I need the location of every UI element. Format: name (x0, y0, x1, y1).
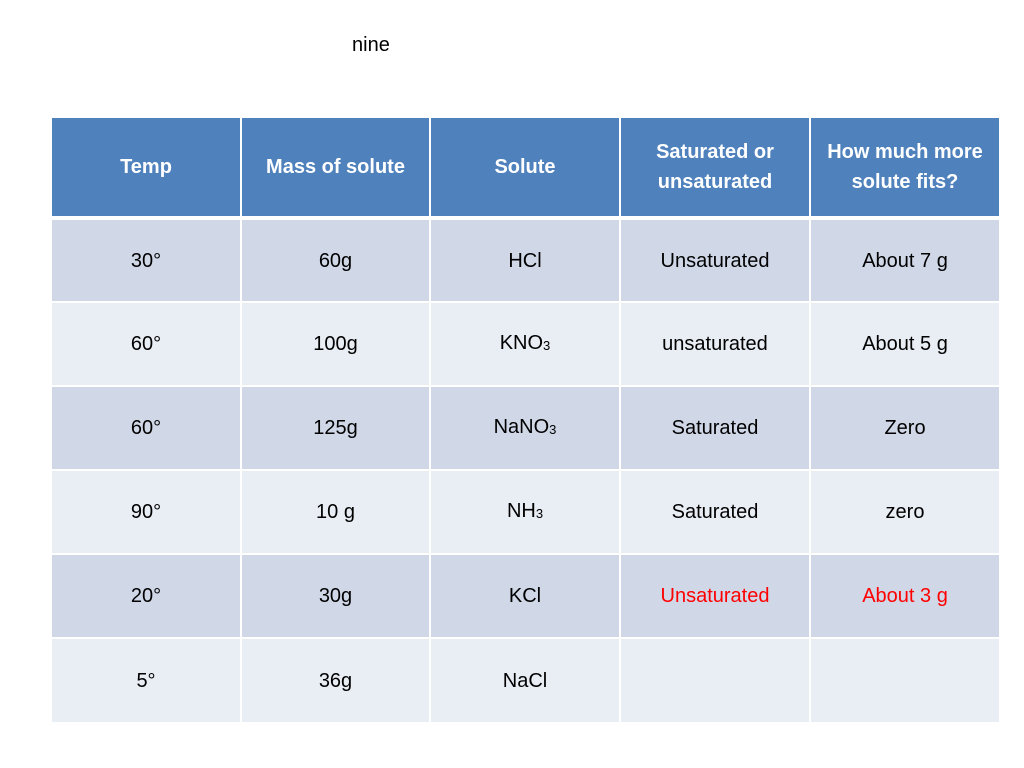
cell-solute: NaNO3 (430, 386, 621, 471)
cell-solute: KCl (430, 554, 621, 639)
cell-more-solute: Zero (810, 386, 999, 471)
table-row: 5° 36g NaCl (52, 638, 999, 722)
cell-mass: 10 g (241, 470, 431, 555)
cell-state: Saturated (620, 470, 811, 555)
cell-state: unsaturated (620, 302, 811, 387)
cell-temp: 30° (52, 218, 242, 303)
cell-state (620, 638, 811, 722)
solute-formula: KCl (508, 585, 542, 607)
solute-formula: NaCl (502, 669, 548, 692)
cell-temp: 60° (52, 386, 242, 471)
solute-formula: NH (506, 500, 536, 522)
cell-mass: 125g (241, 386, 431, 471)
cell-mass: 100g (241, 302, 431, 387)
cell-state: Unsaturated (620, 554, 811, 639)
solute-formula: NaNO (493, 416, 550, 438)
slide-title: nine (352, 34, 390, 56)
solute-formula: KNO (499, 332, 544, 354)
cell-more-solute: About 7 g (810, 218, 999, 303)
cell-solute: HCl (430, 218, 621, 303)
cell-more-solute: About 3 g (810, 554, 999, 639)
table-row: 20° 30g KCl Unsaturated About 3 g (52, 554, 999, 639)
table-row: 60° 125g NaNO3 Saturated Zero (52, 386, 999, 471)
cell-more-solute (810, 638, 999, 722)
header-how-much-more: How much more solute fits? (810, 118, 999, 220)
cell-temp: 5° (52, 638, 242, 722)
cell-state: Unsaturated (620, 218, 811, 303)
table-header-row: Temp Mass of solute Solute Saturated or … (52, 118, 999, 220)
header-mass-of-solute: Mass of solute (241, 118, 431, 220)
cell-mass: 60g (241, 218, 431, 303)
header-solute: Solute (430, 118, 621, 220)
table-body: 30° 60g HCl Unsaturated About 7 g 60° 100g KNO3… (52, 218, 999, 722)
cell-temp: 90° (52, 470, 242, 555)
cell-mass: 30g (241, 554, 431, 639)
header-saturated-or-unsaturated: Saturated or unsaturated (620, 118, 811, 220)
solubility-table: Temp Mass of solute Solute Saturated or … (52, 118, 999, 722)
header-temp: Temp (52, 118, 242, 220)
cell-mass: 36g (241, 638, 431, 722)
solute-formula: HCl (508, 249, 542, 272)
solute-subscript: 3 (543, 338, 551, 353)
cell-more-solute: zero (810, 470, 999, 555)
table-row: 30° 60g HCl Unsaturated About 7 g (52, 218, 999, 303)
solute-subscript: 3 (549, 422, 557, 437)
cell-temp: 20° (52, 554, 242, 639)
table-row: 90° 10 g NH3 Saturated zero (52, 470, 999, 555)
cell-solute: NH3 (430, 470, 621, 555)
cell-more-solute: About 5 g (810, 302, 999, 387)
cell-temp: 60° (52, 302, 242, 387)
solute-subscript: 3 (535, 506, 544, 521)
cell-solute: KNO3 (430, 302, 621, 387)
cell-solute: NaCl (430, 638, 621, 722)
cell-state: Saturated (620, 386, 811, 471)
table-row: 60° 100g KNO3 unsaturated About 5 g (52, 302, 999, 387)
